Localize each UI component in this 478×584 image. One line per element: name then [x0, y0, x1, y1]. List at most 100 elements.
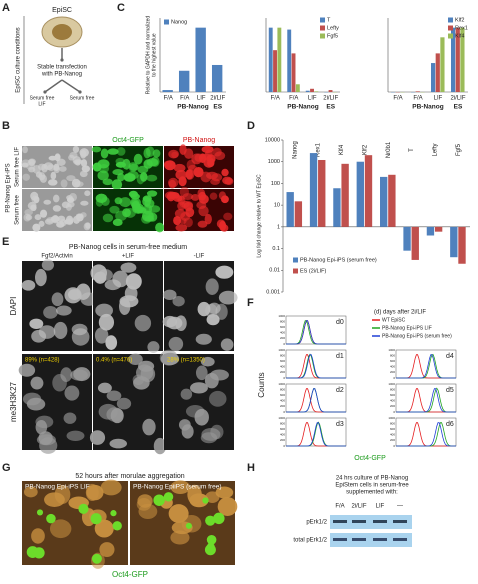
cell — [168, 179, 177, 189]
cell — [52, 373, 67, 392]
cell — [172, 296, 185, 307]
bar — [403, 226, 411, 251]
bar — [435, 53, 440, 92]
cell — [132, 374, 145, 386]
cell — [146, 174, 158, 182]
histogram-curve — [396, 422, 456, 447]
panel-letter: C — [117, 2, 125, 14]
bar — [178, 70, 190, 92]
x-tick-label: F/A — [271, 96, 280, 102]
column-label: Fgf2/Activin — [41, 254, 72, 260]
cell — [175, 224, 188, 232]
cell — [170, 480, 191, 494]
branch-label: Serum free — [70, 95, 95, 101]
y-tick-label: 200 — [280, 370, 285, 374]
cell — [147, 212, 158, 222]
y-tick-label: 800 — [280, 353, 285, 357]
day-label: d0 — [336, 319, 344, 326]
cell — [63, 412, 77, 424]
cell — [106, 407, 123, 422]
cell — [218, 290, 238, 305]
x-axis-label: Oct4-GFP — [354, 455, 386, 462]
y-tick-label: 1000 — [278, 314, 285, 318]
y-tick-label: 600 — [280, 325, 285, 329]
cell — [100, 479, 122, 496]
y-tick-label: 800 — [390, 421, 395, 425]
gfp-spot — [90, 513, 102, 525]
bar — [460, 27, 465, 92]
lane-label: 2i/LIF — [351, 504, 366, 510]
cell — [98, 313, 115, 331]
cell — [35, 268, 47, 287]
band — [373, 538, 387, 541]
cell — [23, 486, 38, 498]
day-label: d6 — [446, 421, 454, 428]
bar — [268, 27, 273, 92]
cell — [133, 153, 143, 165]
bar — [273, 50, 277, 92]
y-tick-label: 0.01 — [269, 268, 280, 274]
cell — [173, 215, 182, 226]
gfp-spot — [78, 503, 89, 514]
cell — [170, 530, 190, 545]
y-axis-label: Log fold change relative to WT EpiSC — [256, 174, 262, 258]
gfp-spot — [112, 521, 122, 531]
y-tick-label: 200 — [390, 404, 395, 408]
band — [333, 520, 347, 523]
cell — [95, 303, 113, 318]
gfp-spot — [163, 492, 174, 502]
arrow-head — [43, 90, 47, 94]
gfp-spot — [206, 534, 217, 545]
y-tick-label: 200 — [390, 438, 395, 442]
cell — [50, 171, 57, 180]
cell — [94, 327, 109, 344]
x-tick-label: Klf4 — [339, 144, 345, 155]
cell — [119, 295, 139, 308]
cell — [219, 220, 227, 232]
image-label: PB-Nanog EpiiPS (serum free) — [133, 484, 222, 491]
y-tick-label: 400 — [280, 433, 285, 437]
bar — [450, 226, 458, 258]
cell — [85, 483, 99, 502]
cell — [43, 162, 54, 171]
branch-label: LIF — [38, 101, 45, 107]
bar — [380, 176, 388, 227]
cell — [80, 149, 87, 159]
cell — [186, 159, 196, 170]
legend-swatch — [164, 19, 169, 25]
y-tick-label: 1000 — [278, 382, 285, 386]
cell — [117, 173, 125, 182]
x-tick-label: 2i/LIF — [210, 96, 225, 102]
cell — [168, 149, 179, 159]
histogram-curve — [286, 422, 346, 447]
cell — [53, 165, 60, 174]
cell — [123, 173, 136, 182]
gfp-spot — [33, 547, 45, 559]
cell — [18, 363, 36, 377]
cell — [38, 325, 56, 339]
cell — [51, 292, 64, 307]
channel-label: Oct4-GFP — [112, 137, 144, 144]
gfp-spot — [91, 553, 102, 564]
bar — [341, 163, 349, 227]
legend-swatch — [448, 17, 453, 23]
cell — [116, 147, 126, 156]
cell — [107, 148, 119, 155]
bar — [451, 27, 456, 92]
cell — [80, 159, 88, 168]
cell — [33, 196, 40, 204]
cell — [218, 191, 227, 200]
cell — [128, 190, 138, 198]
bar — [388, 174, 396, 227]
cell — [136, 497, 152, 511]
cell — [143, 159, 153, 169]
cell — [162, 289, 177, 301]
y-axis-label: Counts — [257, 372, 266, 397]
x-tick-label: Klf2 — [362, 144, 368, 155]
cell — [190, 382, 208, 394]
cell — [74, 181, 84, 188]
cell — [79, 170, 88, 178]
lane-label: — — [397, 504, 403, 510]
group-label: PB-Nanog — [287, 104, 318, 111]
cell — [98, 269, 113, 281]
